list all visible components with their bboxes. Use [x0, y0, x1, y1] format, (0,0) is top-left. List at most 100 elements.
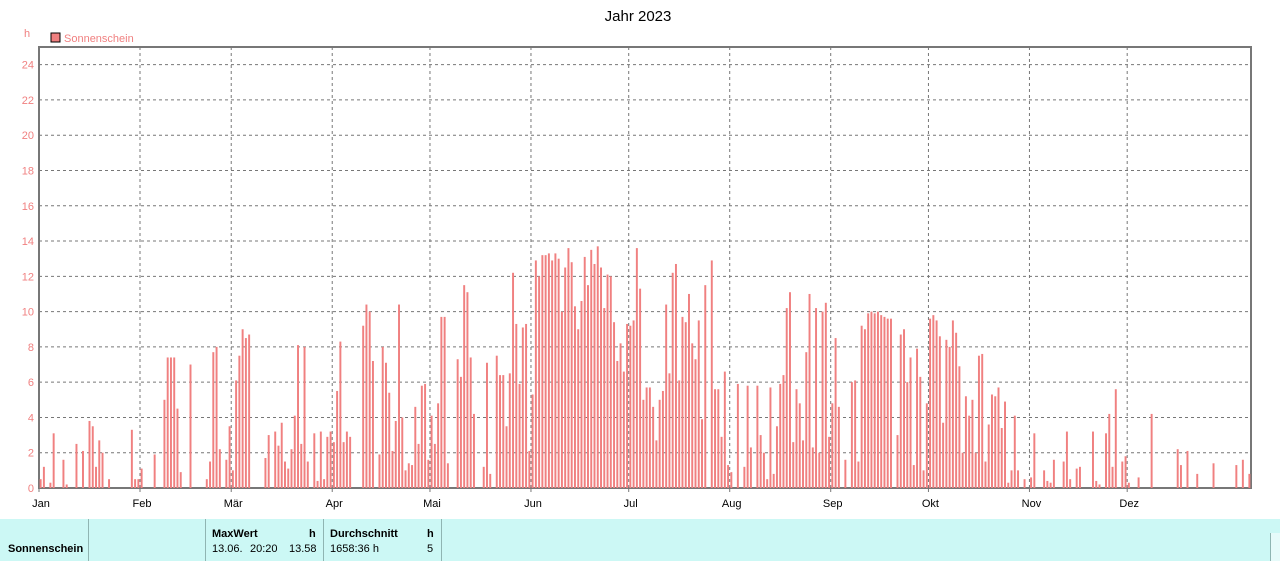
x-tick-label: Dez — [1119, 498, 1139, 510]
sunshine-bar — [727, 465, 730, 488]
sunshine-bar — [108, 479, 111, 488]
sunshine-bar — [1124, 456, 1127, 488]
sunshine-bar — [808, 293, 811, 488]
sunshine-bar — [534, 260, 537, 488]
sunshine-bar — [443, 316, 446, 488]
sunshine-bar — [326, 436, 329, 488]
sunshine-bar — [665, 304, 668, 488]
footer-scrollbar[interactable] — [1270, 533, 1280, 561]
sunshine-bar — [762, 452, 765, 488]
x-tick-label: Okt — [922, 498, 939, 510]
sunshine-bar — [632, 320, 635, 488]
sunshine-bar — [1121, 461, 1124, 488]
sunshine-bar — [746, 385, 749, 488]
sunshine-bar — [235, 380, 238, 488]
sunshine-bar — [486, 362, 488, 488]
sunshine-bar — [818, 452, 821, 488]
x-axis-labels: Jan Feb Mär Apr Mai Jun Jul Aug Sep Okt Nov Dez — [32, 488, 1139, 510]
sunshine-bar — [287, 468, 290, 488]
y-tick-label: 16 — [22, 201, 34, 213]
sunshine-bar — [756, 385, 759, 488]
sunshine-bar — [890, 318, 892, 488]
sunshine-bar — [1065, 431, 1068, 488]
sunshine-bar — [1176, 449, 1179, 488]
sunshine-bar — [658, 399, 661, 488]
stats-row-label: Sonnenschein — [8, 543, 84, 555]
sunshine-bar — [427, 459, 430, 488]
sunshine-bar — [635, 248, 638, 488]
sunshine-bar — [398, 304, 400, 488]
chart-title: Jahr 2023 — [605, 8, 672, 25]
sunshine-bar — [424, 383, 427, 488]
sunshine-bar — [1114, 389, 1117, 488]
sunshine-bar — [1235, 465, 1238, 488]
sunshine-bar — [789, 292, 791, 488]
sunshine-bar — [538, 276, 541, 488]
sunshine-bar — [701, 419, 703, 488]
sunshine-bar — [101, 452, 104, 488]
sunshine-bar — [766, 479, 769, 488]
sunshine-bar — [417, 443, 420, 488]
sunshine-bar — [1004, 401, 1006, 488]
sunshine-bar — [977, 355, 980, 488]
sunshine-bar — [218, 449, 221, 488]
legend-swatch — [50, 32, 61, 43]
sunshine-bar — [52, 433, 55, 488]
sunshine-bar — [1137, 477, 1140, 488]
sunshine-bar — [284, 461, 286, 488]
sunshine-bar — [169, 357, 172, 488]
sunshine-bar — [440, 316, 443, 488]
sunshine-bar — [212, 352, 215, 488]
sunshine-bar — [906, 382, 909, 488]
sunshine-bar — [1179, 465, 1182, 488]
sunshine-bar — [779, 383, 782, 488]
sunshine-bar — [903, 329, 905, 488]
sunshine-bar — [596, 246, 599, 488]
sunshine-bar — [639, 288, 642, 488]
sunshine-bar — [622, 371, 625, 488]
max-header: MaxWert — [212, 528, 258, 540]
sunshine-bar — [1186, 450, 1189, 488]
sunshine-bar — [684, 322, 687, 488]
x-tick-label: Sep — [823, 498, 843, 510]
sunshine-bar — [730, 472, 733, 488]
sunshine-bar — [922, 470, 925, 488]
sunshine-bar — [720, 436, 723, 488]
sunshine-bar — [769, 387, 772, 488]
sunshine-bar — [629, 325, 632, 488]
sunshine-bar — [775, 426, 778, 488]
sunshine-bar — [681, 316, 684, 488]
sunshine-bar — [828, 436, 831, 488]
sunshine-bar — [342, 442, 345, 488]
sunshine-bar — [463, 285, 466, 488]
x-tick-label: Jun — [524, 498, 542, 510]
sunshine-bar — [300, 443, 303, 488]
sunshine-bar — [805, 352, 808, 488]
sunshine-bar — [371, 360, 374, 488]
sunshine-bar — [430, 415, 433, 488]
sunshine-bar — [971, 399, 974, 488]
sunshine-bar — [303, 346, 306, 488]
sunshine-bar — [388, 392, 391, 488]
column-separator — [205, 519, 206, 561]
sunshine-bar — [652, 406, 655, 488]
sunshine-bar — [1052, 459, 1055, 488]
sunshine-bar — [1017, 470, 1020, 488]
sunshine-bar — [316, 480, 319, 488]
sunshine-bar — [1108, 413, 1111, 488]
sunshine-bar — [945, 339, 948, 488]
sunshine-bar — [590, 249, 593, 488]
sunshine-bar — [987, 424, 990, 488]
sunshine-bar — [137, 479, 140, 488]
average-value: 5 — [427, 543, 434, 555]
sunshine-bar — [886, 318, 889, 488]
sunshine-bar — [688, 293, 690, 488]
sunshine-bar — [1062, 461, 1065, 488]
sunshine-bar — [1049, 482, 1052, 488]
sunshine-bar — [880, 315, 883, 488]
sunshine-bar — [626, 323, 629, 488]
sunshine-bar — [616, 360, 619, 488]
sunshine-bar — [873, 313, 876, 488]
sunshine-bar — [870, 311, 873, 488]
sunshine-bar — [420, 385, 423, 488]
